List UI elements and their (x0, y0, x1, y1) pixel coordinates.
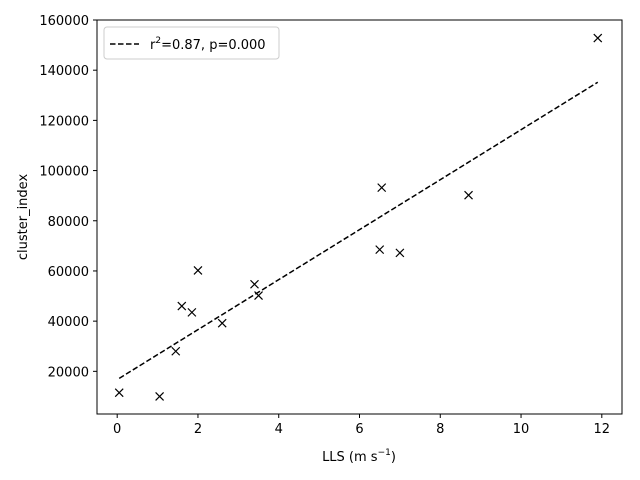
x-tick-label: 10 (513, 422, 530, 437)
x-tick-label: 4 (275, 422, 283, 437)
legend: r2=0.87, p=0.000 (103, 26, 280, 60)
y-tick-label: 100000 (39, 165, 89, 180)
data-point (193, 266, 203, 275)
data-point (155, 392, 165, 401)
x-tick-label: 2 (194, 422, 202, 437)
data-point (375, 245, 385, 255)
data-point (377, 183, 387, 193)
y-axis-ticks: 20000 40000 60000 80000 100000 120000 140000 16… (39, 14, 97, 380)
y-tick-label: 80000 (48, 215, 89, 230)
data-point (171, 346, 181, 356)
x-tick-label: 12 (594, 422, 611, 437)
data-point (250, 279, 259, 289)
data-point (187, 307, 197, 317)
data-points-layer (114, 33, 603, 401)
y-axis-label: cluster_index (16, 174, 31, 261)
data-point (395, 248, 405, 258)
y-tick-label: 20000 (48, 365, 89, 380)
data-point (254, 291, 263, 300)
y-tick-label: 140000 (39, 64, 89, 79)
x-tick-label: 6 (355, 422, 363, 437)
fit-line-layer (118, 81, 599, 380)
y-tick-label: 40000 (48, 315, 89, 330)
y-tick-label: 60000 (48, 265, 89, 280)
regression-fit-line (118, 81, 599, 380)
y-tick-label: 160000 (39, 14, 89, 29)
legend-box (103, 26, 280, 60)
x-axis-ticks: 0 2 4 6 8 10 12 (113, 414, 610, 437)
data-point (593, 33, 603, 43)
data-point (464, 190, 473, 200)
data-point (114, 388, 124, 398)
x-axis-label: LLS (m s−1) (322, 448, 396, 465)
x-tick-label: 0 (113, 422, 121, 437)
y-tick-label: 120000 (39, 114, 89, 129)
x-tick-label: 8 (436, 422, 444, 437)
data-point (217, 318, 227, 328)
legend-entry: r2=0.87, p=0.000 (150, 36, 266, 53)
data-point (177, 301, 187, 311)
